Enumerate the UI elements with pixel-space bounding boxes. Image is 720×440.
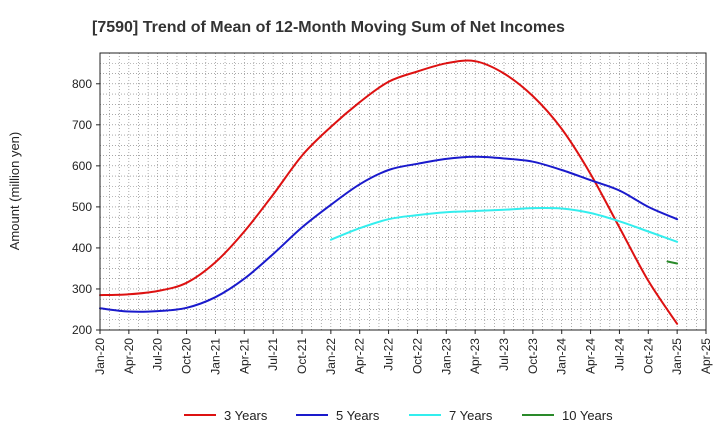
x-tick-label: Jan-20 bbox=[93, 338, 107, 375]
x-tick-label: Apr-22 bbox=[353, 338, 367, 374]
y-axis-label: Amount (million yen) bbox=[7, 132, 22, 251]
x-tick-label: Apr-20 bbox=[122, 338, 136, 374]
series-line-3-years bbox=[99, 59, 679, 325]
x-tick-label: Jan-21 bbox=[208, 338, 222, 375]
x-tick-label: Jan-23 bbox=[439, 338, 453, 375]
y-tick-label: 800 bbox=[72, 77, 92, 91]
y-axis-ticks: 200 300 400 500 600 700 800 bbox=[72, 77, 100, 337]
y-tick-label: 500 bbox=[72, 200, 92, 214]
y-tick-label: 300 bbox=[72, 282, 92, 296]
x-tick-label: Apr-25 bbox=[699, 338, 713, 374]
y-tick-label: 400 bbox=[72, 241, 92, 255]
y-tick-label: 700 bbox=[72, 118, 92, 132]
x-tick-label: Oct-22 bbox=[410, 338, 424, 374]
x-tick-label: Jul-20 bbox=[151, 338, 165, 371]
plot-area bbox=[99, 52, 707, 331]
x-tick-label: Jan-25 bbox=[670, 338, 684, 375]
x-tick-label: Oct-23 bbox=[526, 338, 540, 374]
legend-label-5-years: 5 Years bbox=[336, 408, 380, 423]
x-tick-label: Apr-23 bbox=[468, 338, 482, 374]
x-axis-ticks: Jan-20 Apr-20 Jul-20 Oct-20 Jan-21 Apr-21 Jul-… bbox=[93, 330, 713, 375]
legend-label-7-years: 7 Years bbox=[449, 408, 493, 423]
legend-label-3-years: 3 Years bbox=[224, 408, 268, 423]
series-line-10-years bbox=[666, 260, 679, 265]
chart-title: [7590] Trend of Mean of 12-Month Moving … bbox=[92, 19, 565, 36]
y-tick-label: 600 bbox=[72, 159, 92, 173]
x-tick-label: Jul-21 bbox=[266, 338, 280, 371]
grid bbox=[100, 53, 706, 330]
x-tick-label: Oct-24 bbox=[641, 338, 655, 374]
series-lines bbox=[99, 59, 679, 325]
y-tick-label: 200 bbox=[72, 323, 92, 337]
x-tick-label: Jan-22 bbox=[324, 338, 338, 375]
series-line-5-years bbox=[99, 155, 679, 313]
x-tick-label: Apr-21 bbox=[237, 338, 251, 374]
x-tick-label: Jul-23 bbox=[497, 338, 511, 371]
x-tick-label: Oct-21 bbox=[295, 338, 309, 374]
legend: 3 Years 5 Years 7 Years 10 Years bbox=[184, 408, 613, 423]
legend-label-10-years: 10 Years bbox=[562, 408, 613, 423]
x-tick-label: Jul-22 bbox=[382, 338, 396, 371]
x-tick-label: Jan-24 bbox=[555, 338, 569, 375]
x-tick-label: Oct-20 bbox=[180, 338, 194, 374]
series-line-7-years bbox=[329, 206, 679, 243]
x-tick-label: Jul-24 bbox=[612, 338, 626, 371]
x-tick-label: Apr-24 bbox=[584, 338, 598, 374]
